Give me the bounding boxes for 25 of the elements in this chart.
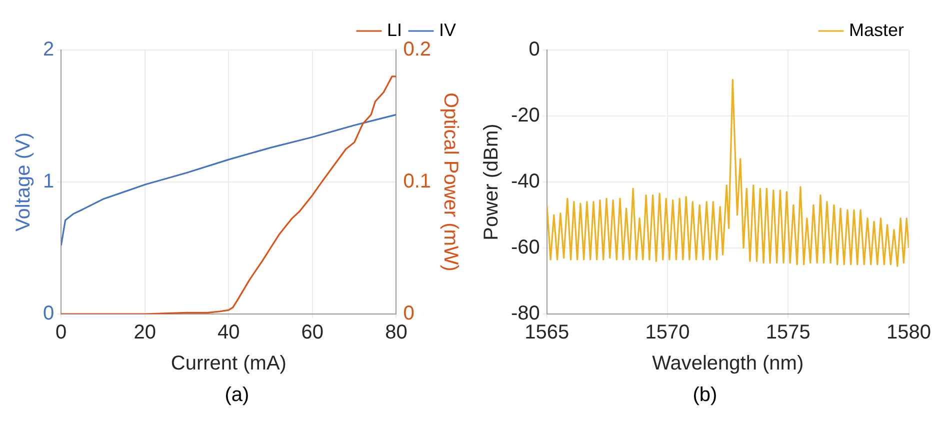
x-tick-label: 1570: [645, 322, 690, 344]
x-tick-label: 60: [301, 322, 324, 344]
legend-label: LI: [386, 20, 402, 40]
y-axis-title: Voltage (V): [12, 132, 35, 232]
legend-label: Master: [848, 20, 904, 40]
x-axis-title: Current (mA): [170, 352, 286, 375]
y-tick-label: 0: [528, 38, 540, 61]
y2-axis-title: Optical Power (mW): [439, 92, 462, 272]
x-tick-label: 1575: [766, 322, 810, 344]
y-tick-label: -20: [511, 104, 540, 127]
x-tick-label: 20: [134, 322, 156, 344]
legend-label: IV: [438, 20, 456, 40]
text: (b): [692, 384, 718, 407]
text: (a): [224, 384, 250, 407]
y-tick-label: 1: [43, 170, 54, 193]
y-tick-label: 2: [43, 38, 54, 61]
y-tick-label: -60: [511, 236, 540, 259]
x-tick-label: 40: [218, 322, 240, 344]
y2-tick-label: 0.1: [403, 170, 432, 193]
y-tick-label: -40: [511, 170, 540, 193]
y-tick-label: 0: [43, 302, 54, 325]
y-axis-title: Power (dBm): [480, 124, 503, 240]
y2-tick-label: 0.2: [403, 38, 432, 61]
x-axis-title: Wavelength (nm): [652, 352, 804, 375]
x-tick-label: 1580: [886, 322, 932, 344]
